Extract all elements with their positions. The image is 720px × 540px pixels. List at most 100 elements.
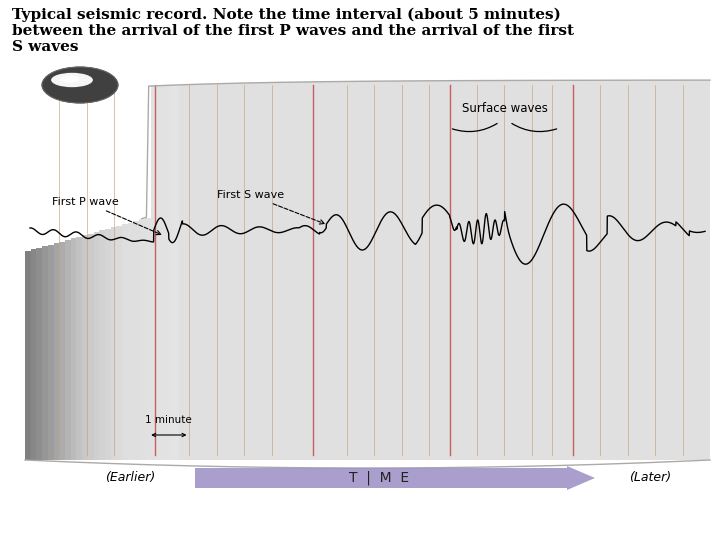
Polygon shape [647,80,653,460]
Polygon shape [139,219,145,460]
Polygon shape [653,80,659,460]
Polygon shape [265,83,271,460]
Polygon shape [156,86,162,460]
Polygon shape [681,80,687,460]
Text: (Earlier): (Earlier) [105,471,155,484]
Polygon shape [145,218,150,460]
Polygon shape [624,80,630,460]
Polygon shape [556,80,562,460]
Ellipse shape [60,76,79,83]
Polygon shape [122,224,127,460]
Polygon shape [636,80,642,460]
Polygon shape [482,80,487,460]
Polygon shape [585,80,590,460]
Polygon shape [562,80,567,460]
Polygon shape [516,80,521,460]
Polygon shape [59,241,65,460]
Polygon shape [76,237,82,460]
Text: First S wave: First S wave [217,190,324,224]
Polygon shape [579,80,585,460]
Polygon shape [441,80,447,460]
Polygon shape [339,82,345,460]
Polygon shape [384,81,390,460]
Polygon shape [133,221,139,460]
Polygon shape [431,81,436,460]
Polygon shape [687,80,693,460]
Polygon shape [505,80,510,460]
Polygon shape [665,80,670,460]
Polygon shape [704,80,710,460]
Polygon shape [310,82,316,460]
Polygon shape [248,83,253,460]
Polygon shape [345,82,351,460]
Polygon shape [202,84,207,460]
Polygon shape [510,80,516,460]
Polygon shape [236,83,242,460]
Polygon shape [470,80,476,460]
Polygon shape [544,80,550,460]
Polygon shape [316,82,322,460]
Polygon shape [179,85,185,460]
Polygon shape [82,235,88,460]
Polygon shape [219,84,225,460]
Polygon shape [162,85,168,460]
Polygon shape [590,80,596,460]
Polygon shape [276,83,282,460]
Text: Typical seismic record. Note the time interval (about 5 minutes): Typical seismic record. Note the time in… [12,8,561,22]
Polygon shape [613,80,618,460]
Polygon shape [105,229,111,460]
Ellipse shape [51,73,93,87]
Polygon shape [698,80,704,460]
Polygon shape [596,80,601,460]
Polygon shape [191,84,197,460]
Polygon shape [299,82,305,460]
Polygon shape [37,248,42,460]
Polygon shape [305,82,310,460]
Polygon shape [271,83,276,460]
Text: First P wave: First P wave [53,197,161,235]
Polygon shape [659,80,665,460]
Polygon shape [567,80,573,460]
Polygon shape [71,238,76,460]
Polygon shape [533,80,539,460]
Polygon shape [230,83,236,460]
Polygon shape [287,82,293,460]
Polygon shape [379,81,384,460]
Polygon shape [408,81,413,460]
Polygon shape [447,80,453,460]
Polygon shape [168,85,174,460]
Polygon shape [550,80,556,460]
Polygon shape [676,80,681,460]
Polygon shape [99,231,105,460]
Polygon shape [88,234,94,460]
Polygon shape [607,80,613,460]
Polygon shape [402,81,408,460]
Polygon shape [419,81,425,460]
Polygon shape [521,80,527,460]
Polygon shape [282,82,287,460]
FancyArrow shape [195,466,595,490]
Polygon shape [487,80,493,460]
Polygon shape [117,226,122,460]
Polygon shape [242,83,248,460]
Polygon shape [293,82,299,460]
Polygon shape [328,82,333,460]
Polygon shape [351,82,356,460]
Polygon shape [25,251,31,460]
Polygon shape [642,80,647,460]
Polygon shape [527,80,533,460]
Polygon shape [197,84,202,460]
Polygon shape [618,80,624,460]
Polygon shape [53,243,59,460]
Polygon shape [65,240,71,460]
Polygon shape [150,86,156,460]
Text: Surface waves: Surface waves [462,102,547,115]
Polygon shape [127,222,133,460]
Polygon shape [459,80,464,460]
Polygon shape [361,82,367,460]
Polygon shape [94,232,99,460]
Polygon shape [42,246,48,460]
Polygon shape [425,81,431,460]
Polygon shape [436,81,441,460]
Polygon shape [322,82,328,460]
